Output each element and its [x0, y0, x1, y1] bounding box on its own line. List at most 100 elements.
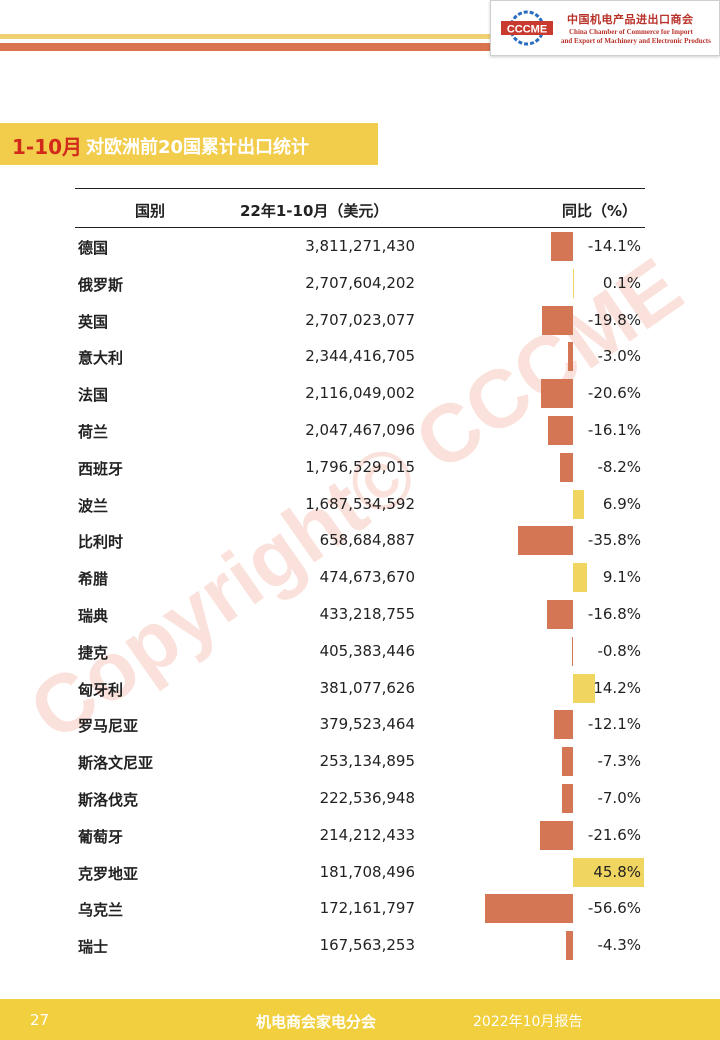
row-export-value: 2,707,604,202	[305, 273, 415, 292]
row-country: 意大利	[78, 349, 124, 368]
table-row: 葡萄牙 214,212,433 -21.6%	[75, 817, 645, 854]
row-export-value: 167,563,253	[319, 936, 415, 955]
row-country: 葡萄牙	[78, 827, 124, 846]
table-row: 比利时 658,684,887 -35.8%	[75, 522, 645, 559]
row-yoy-bar	[542, 305, 573, 335]
logo-chinese-name: 中国机电产品进出口商会	[567, 13, 694, 26]
row-yoy: 14.2%	[593, 678, 641, 697]
row-country: 斯洛文尼亚	[78, 754, 154, 773]
row-yoy: -56.6%	[587, 899, 641, 918]
table-row: 克罗地亚 181,708,496 45.8%	[75, 854, 645, 891]
table-row: 德国 3,811,271,430 -14.1%	[75, 228, 645, 265]
row-yoy: -35.8%	[587, 531, 641, 550]
row-country: 德国	[78, 239, 109, 257]
table-row: 法国 2,116,049,002 -20.6%	[75, 375, 645, 412]
row-country: 罗马尼亚	[78, 717, 139, 736]
table-row: 斯洛伐克 222,536,948 -7.0%	[75, 780, 645, 817]
table-row: 斯洛文尼亚 253,134,895 -7.3%	[75, 743, 645, 780]
row-yoy-bar	[539, 820, 573, 850]
header-value: 22年1-10月（美元）	[240, 202, 389, 220]
row-yoy-bar	[554, 710, 573, 740]
row-yoy-bar	[561, 747, 573, 777]
row-yoy-bar	[485, 894, 573, 924]
row-export-value: 2,116,049,002	[305, 384, 415, 403]
footer-bar: 27 机电商会家电分会 2022年10月报告	[0, 999, 720, 1040]
row-export-value: 433,218,755	[319, 604, 415, 623]
row-yoy-bar	[573, 268, 574, 298]
row-yoy: -16.8%	[587, 604, 641, 623]
table-row: 罗马尼亚 379,523,464 -12.1%	[75, 706, 645, 743]
table-row: 乌克兰 172,161,797 -56.6%	[75, 890, 645, 927]
row-yoy: -20.6%	[587, 384, 641, 403]
row-yoy: -3.0%	[597, 347, 641, 366]
table-top-rule	[75, 188, 645, 189]
cccme-logo-icon: CCCME	[501, 10, 553, 46]
row-yoy-bar	[517, 526, 573, 556]
section-title: 对欧洲前20国累计出口统计	[86, 137, 310, 158]
header-country: 国别	[135, 202, 166, 220]
row-export-value: 381,077,626	[319, 678, 415, 697]
row-yoy: -14.1%	[587, 237, 641, 255]
row-yoy-bar	[541, 379, 573, 409]
row-yoy: -7.3%	[597, 752, 641, 771]
row-export-value: 222,536,948	[319, 788, 415, 807]
row-export-value: 379,523,464	[319, 715, 415, 734]
row-export-value: 2,047,467,096	[305, 420, 415, 439]
row-export-value: 2,707,023,077	[305, 310, 415, 329]
row-yoy: 9.1%	[602, 568, 641, 587]
row-country: 瑞典	[78, 606, 109, 625]
row-export-value: 474,673,670	[319, 568, 415, 587]
header-stripe-orange	[0, 43, 720, 51]
header-stripe-yellow	[0, 34, 490, 39]
table-row: 瑞士 167,563,253 -4.3%	[75, 927, 645, 964]
row-export-value: 405,383,446	[319, 641, 415, 660]
row-yoy: -7.0%	[597, 788, 641, 807]
row-country: 荷兰	[78, 422, 109, 441]
table-row: 捷克 405,383,446 -0.8%	[75, 633, 645, 670]
logo-english-line1: China Chamber of Commerce for Import	[569, 28, 693, 36]
row-yoy-bar	[546, 599, 573, 629]
row-yoy-bar	[573, 673, 595, 703]
page-number: 27	[30, 1011, 50, 1029]
export-table: 国别 22年1-10月（美元） 同比（%） 德国 3,811,271,430 -14…	[75, 188, 645, 964]
row-export-value: 2,344,416,705	[305, 347, 415, 366]
table-row: 俄罗斯 2,707,604,202 0.1%	[75, 265, 645, 302]
row-yoy-bar	[566, 931, 573, 961]
table-body: 德国 3,811,271,430 -14.1% 俄罗斯 2,707,604,202 0.1…	[75, 228, 645, 964]
title-accent: 1-10月	[12, 135, 83, 159]
row-country: 瑞士	[78, 938, 109, 957]
table-row: 意大利 2,344,416,705 -3.0%	[75, 338, 645, 375]
row-yoy-bar	[551, 232, 573, 261]
row-export-value: 214,212,433	[319, 825, 415, 844]
row-yoy: -8.2%	[597, 457, 641, 476]
row-country: 乌克兰	[78, 901, 124, 920]
row-country: 匈牙利	[78, 680, 124, 699]
footer-organization: 机电商会家电分会	[256, 1013, 377, 1031]
row-yoy-bar	[571, 636, 573, 666]
row-country: 西班牙	[78, 459, 124, 478]
row-export-value: 1,796,529,015	[305, 457, 415, 476]
table-row: 希腊 474,673,670 9.1%	[75, 559, 645, 596]
row-yoy-bar	[562, 783, 573, 813]
table-header-row: 国别 22年1-10月（美元） 同比（%）	[75, 189, 645, 227]
row-yoy: 45.8%	[593, 862, 641, 881]
logo-english-line2: and Export of Machinery and Electronic P…	[561, 37, 711, 45]
cccme-logo: CCCME 中国机电产品进出口商会 China Chamber of Comme…	[490, 0, 720, 56]
row-yoy-bar	[573, 489, 584, 519]
row-yoy-bar	[573, 857, 644, 887]
table-header-rule	[75, 227, 645, 228]
row-country: 捷克	[78, 643, 109, 662]
row-country: 希腊	[78, 570, 109, 589]
row-country: 法国	[78, 386, 109, 405]
logo-mark-text: CCCME	[507, 24, 547, 36]
row-country: 英国	[78, 312, 109, 331]
row-export-value: 253,134,895	[319, 752, 415, 771]
table-row: 波兰 1,687,534,592 6.9%	[75, 486, 645, 523]
header-yoy: 同比（%）	[561, 202, 637, 220]
table-row: 荷兰 2,047,467,096 -16.1%	[75, 412, 645, 449]
row-country: 斯洛伐克	[78, 790, 139, 809]
row-export-value: 658,684,887	[319, 531, 415, 550]
row-country: 克罗地亚	[78, 864, 139, 883]
row-export-value: 172,161,797	[319, 899, 415, 918]
section-title-banner: 1-10月 对欧洲前20国累计出口统计	[0, 123, 378, 165]
